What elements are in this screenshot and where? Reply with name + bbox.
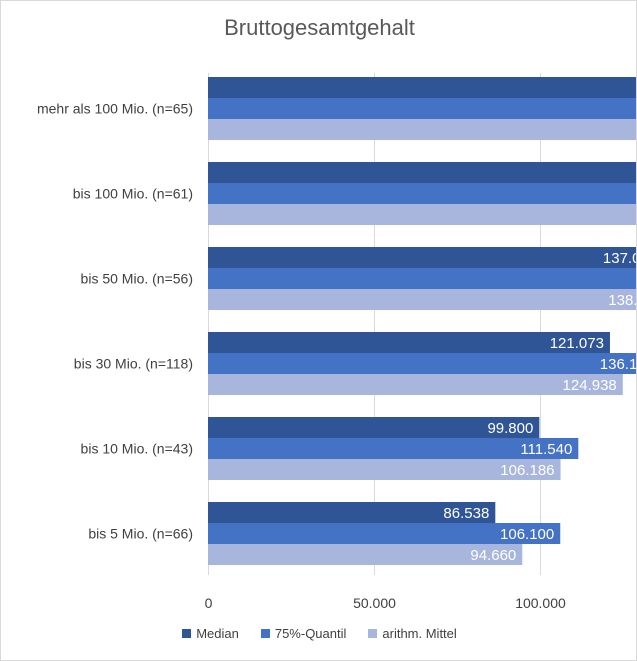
x-tick-label: 100.000: [515, 595, 566, 611]
bar: [208, 162, 636, 183]
category-label: bis 30 Mio. (n=118): [74, 356, 193, 372]
legend-swatch: [260, 629, 270, 638]
bar: [208, 502, 496, 523]
legend-swatch: [368, 629, 378, 638]
data-label: 94.660: [470, 547, 516, 564]
legend-label: 75%-Quantil: [274, 626, 347, 641]
category-label: bis 100 Mio. (n=61): [73, 186, 193, 202]
category-label: bis 50 Mio. (n=56): [81, 271, 193, 287]
legend-item: arithm. Mittel: [368, 626, 457, 641]
chart-title: Bruttogesamtgehalt: [224, 15, 415, 40]
bar: [208, 289, 636, 310]
bar: [208, 98, 636, 119]
data-label: 106.100: [500, 526, 554, 543]
bar: [208, 374, 623, 395]
data-label: 138.713: [608, 292, 637, 309]
legend-swatch: [182, 629, 192, 638]
legend-label: arithm. Mittel: [382, 626, 457, 641]
bar: [208, 268, 636, 289]
data-label: 111.540: [520, 441, 572, 458]
category-label: mehr als 100 Mio. (n=65): [37, 101, 193, 117]
bar: [208, 247, 636, 268]
bar: [208, 204, 636, 225]
bar: [208, 353, 636, 374]
legend-item: Median: [182, 626, 239, 641]
bar: [208, 77, 636, 98]
bar: [208, 332, 610, 353]
category-label: bis 10 Mio. (n=43): [81, 441, 193, 457]
bar: [208, 183, 636, 204]
bar: [208, 438, 579, 459]
bar: [208, 119, 636, 140]
bar: [208, 523, 561, 544]
data-label: 99.800: [487, 420, 533, 437]
data-label: 124.938: [563, 377, 617, 394]
x-tick-label: 50.000: [353, 595, 396, 611]
data-label: 121.073: [550, 335, 604, 352]
bar: [208, 417, 540, 438]
data-label: 137.094: [603, 250, 637, 267]
data-label: 136.150: [600, 356, 637, 373]
data-label: 86.538: [443, 505, 489, 522]
legend-label: Median: [196, 626, 239, 641]
legend-item: 75%-Quantil: [260, 626, 347, 641]
data-label: 106.186: [500, 462, 554, 479]
chart-legend: Median 75%-Quantil arithm. Mittel: [1, 626, 636, 641]
bar: [208, 544, 523, 565]
bar: [208, 459, 561, 480]
x-tick-label: 0: [205, 595, 213, 611]
category-label: bis 5 Mio. (n=66): [88, 526, 193, 542]
